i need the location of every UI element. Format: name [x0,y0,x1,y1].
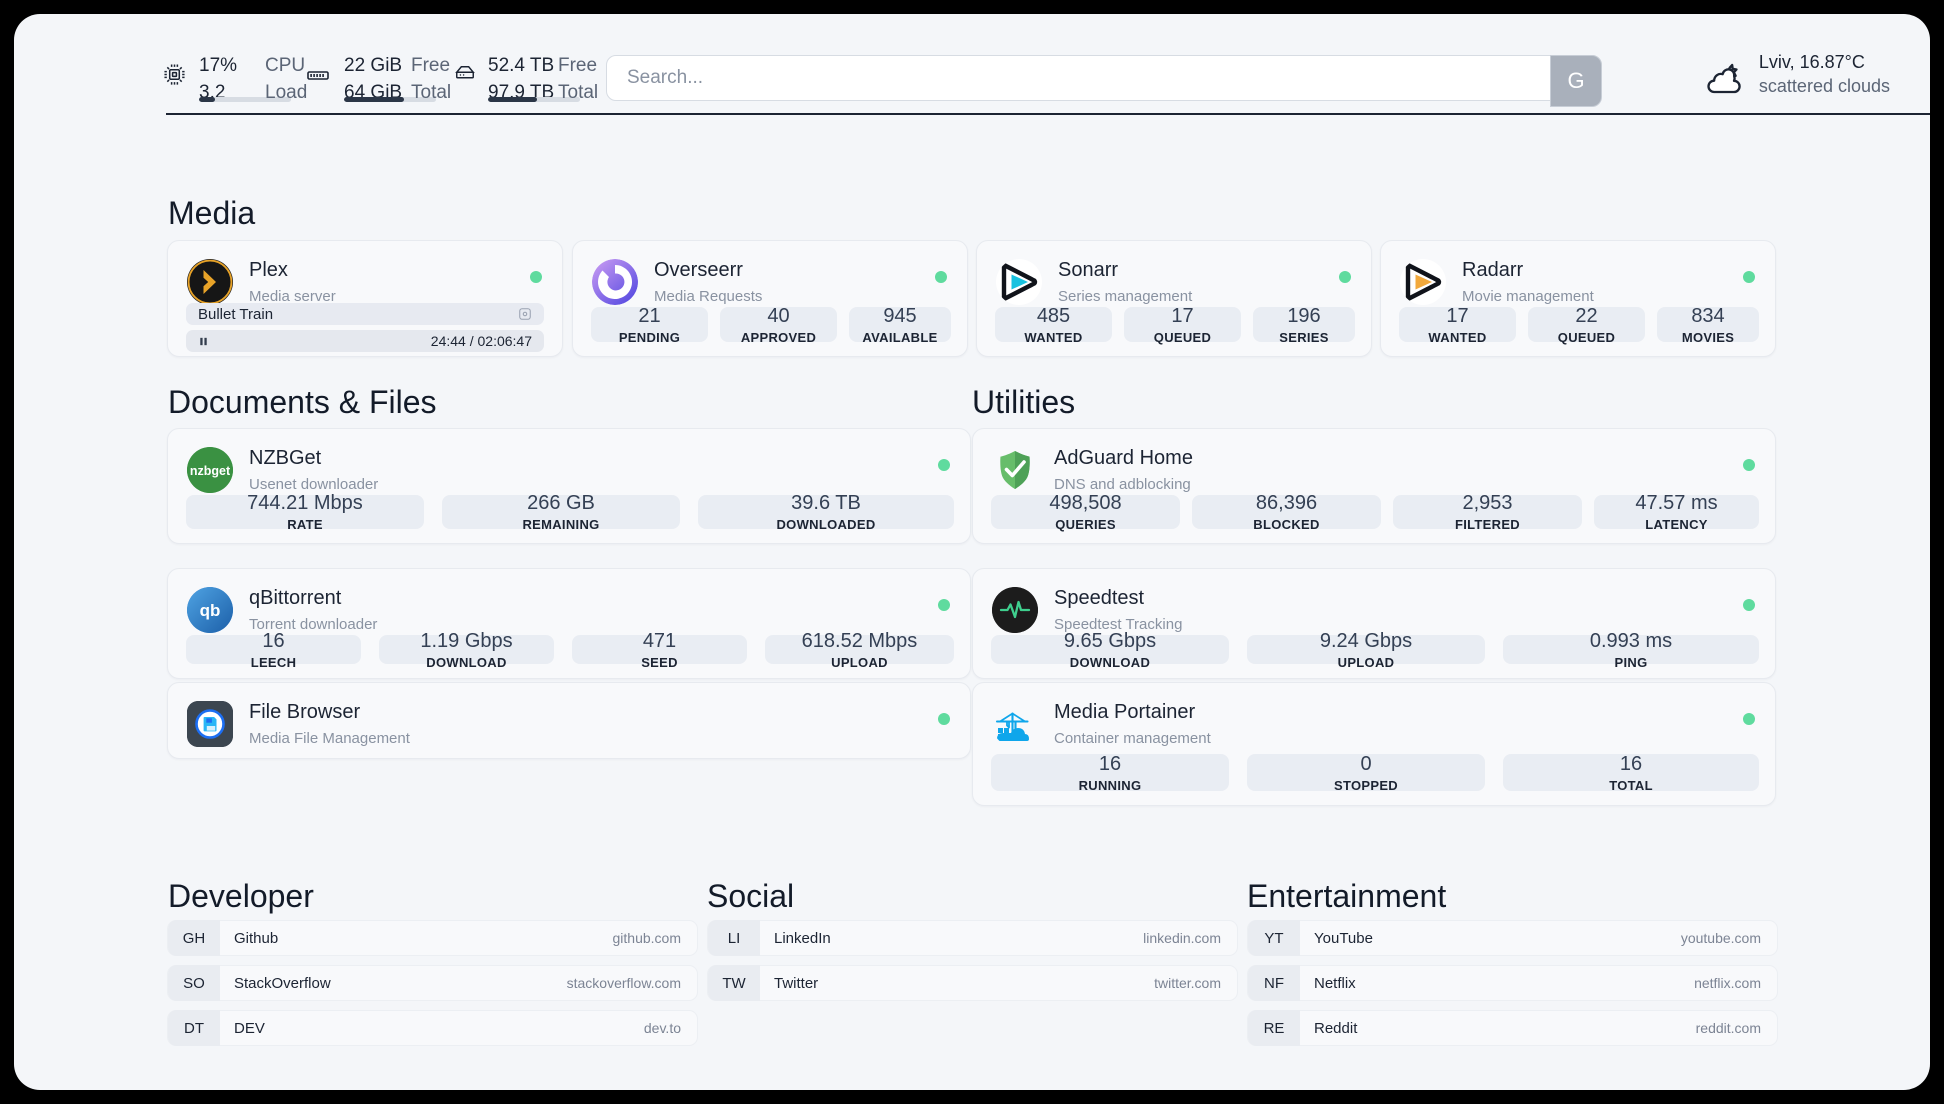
svg-text:nzbget: nzbget [190,464,231,478]
svg-text:qb: qb [200,601,221,620]
